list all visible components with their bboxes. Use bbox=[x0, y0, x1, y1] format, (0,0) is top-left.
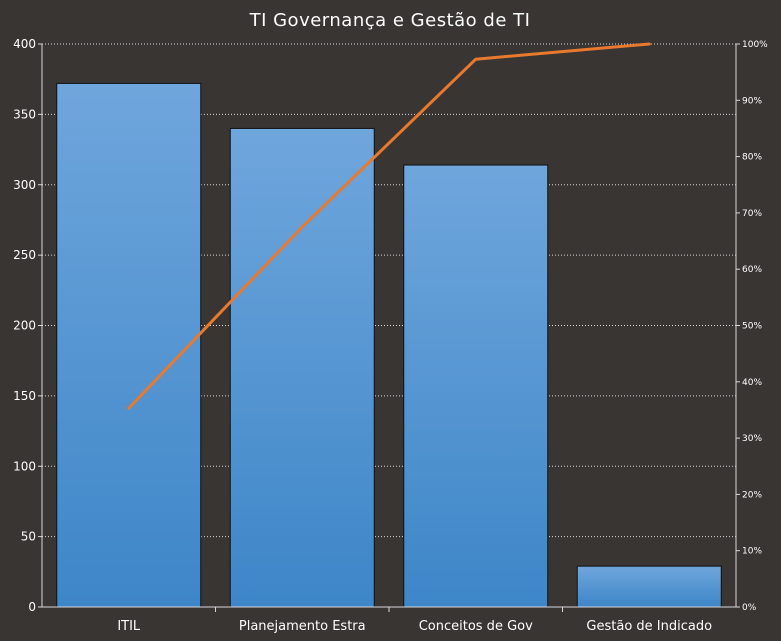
y-tick-label: 250 bbox=[13, 248, 36, 262]
y-tick-label: 400 bbox=[13, 37, 36, 51]
y-tick-label: 350 bbox=[13, 107, 36, 121]
y2-tick-label: 30% bbox=[742, 434, 762, 444]
x-tick-label: ITIL bbox=[117, 619, 141, 634]
x-tick-label: Conceitos de Gov bbox=[419, 619, 533, 634]
x-tick-label: Gestão de Indicado bbox=[586, 619, 712, 634]
y2-tick-label: 40% bbox=[742, 378, 762, 388]
bar-1 bbox=[56, 82, 202, 608]
y-tick-label: 100 bbox=[13, 459, 36, 473]
y-tick-label: 150 bbox=[13, 389, 36, 403]
y2-tick-label: 90% bbox=[742, 96, 762, 106]
y2-tick-label: 100% bbox=[742, 40, 768, 50]
axes: 0 50 100 150 200 250 300 350 400 0% 10% 20% 30% 40% 50… bbox=[13, 37, 768, 634]
bar-2 bbox=[229, 127, 375, 608]
y2-tick-label: 10% bbox=[742, 547, 762, 557]
y2-tick-label: 70% bbox=[742, 209, 762, 219]
y2-tick-label: 50% bbox=[742, 322, 762, 332]
cumulative-line bbox=[127, 42, 651, 410]
y2-tick-label: 80% bbox=[742, 153, 762, 163]
x-tick-label: Planejamento Estra bbox=[239, 619, 366, 634]
bar-4 bbox=[576, 565, 722, 608]
y-tick-label: 300 bbox=[13, 178, 36, 192]
y2-tick-label: 60% bbox=[742, 265, 762, 275]
y-tick-label: 50 bbox=[21, 530, 36, 544]
y2-tick-label: 0% bbox=[742, 603, 757, 613]
y2-tick-label: 20% bbox=[742, 490, 762, 500]
y-tick-label: 0 bbox=[28, 600, 36, 614]
y-tick-label: 200 bbox=[13, 319, 36, 333]
bars bbox=[56, 82, 722, 608]
cumulative-percent-line bbox=[127, 42, 651, 410]
bar-3 bbox=[403, 164, 549, 608]
chart-title: TI Governança e Gestão de TI bbox=[249, 10, 531, 31]
